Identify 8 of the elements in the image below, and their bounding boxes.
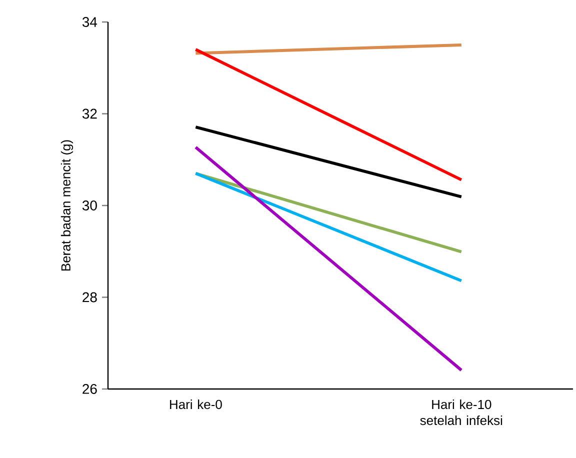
y-axis-title: Berat badan mencit (g) bbox=[60, 140, 74, 271]
x-tick-label: Hari ke-10 setelah infeksi bbox=[420, 400, 502, 426]
x-tick-label: Hari ke-0 bbox=[170, 400, 222, 410]
y-tick-label: 28 bbox=[82, 292, 97, 302]
y-tick-label: 34 bbox=[82, 17, 98, 27]
y-tick-label: 32 bbox=[82, 108, 97, 119]
y-tick-label: 26 bbox=[82, 384, 97, 394]
y-tick-label: 30 bbox=[82, 200, 97, 210]
